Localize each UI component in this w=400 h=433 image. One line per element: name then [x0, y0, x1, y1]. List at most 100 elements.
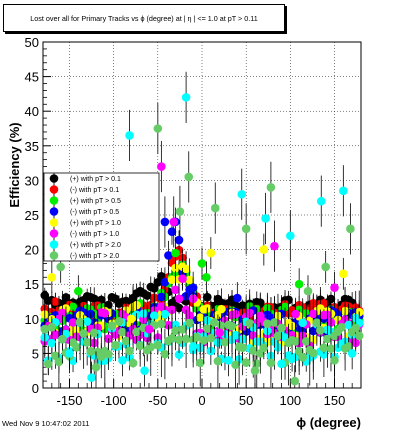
data-point [344, 342, 353, 351]
legend-marker [49, 196, 59, 205]
data-point [210, 318, 219, 327]
outlier-group [144, 140, 339, 349]
y-tick-label: 45 [25, 70, 39, 85]
data-point [263, 319, 272, 329]
data-point [82, 338, 92, 347]
data-point [171, 285, 180, 295]
data-point [330, 356, 339, 365]
data-point [227, 321, 237, 331]
data-point [171, 248, 180, 258]
data-point [248, 346, 258, 355]
legend-marker [49, 174, 59, 183]
data-point [51, 330, 60, 339]
outlier-group [65, 71, 357, 388]
data-point [266, 183, 276, 192]
data-point [290, 376, 300, 386]
data-point [237, 189, 247, 199]
data-point [157, 292, 166, 302]
data-point [347, 349, 357, 358]
data-point [298, 352, 308, 362]
data-point [319, 343, 329, 352]
data-point [316, 325, 325, 335]
data-point [125, 131, 134, 140]
data-point [245, 319, 254, 328]
axis-ticks [42, 41, 362, 389]
legend-entry: (-) with pT > 1.0 [70, 231, 119, 238]
data-point [40, 324, 50, 334]
data-point [75, 317, 85, 327]
data-point [174, 350, 184, 359]
legend-marker [49, 229, 59, 238]
tick-labels: 0 5 10 15 20 25 30 35 40 45 50 -150 -100 -50 0 50 100 150 [25, 35, 346, 408]
y-axis-title: Efficiency (%) [7, 122, 22, 207]
data-point [213, 356, 223, 366]
data-point [167, 333, 177, 343]
data-markers [40, 71, 364, 388]
data-point [135, 341, 145, 351]
legend-marker [49, 185, 59, 194]
data-point [160, 309, 170, 319]
data-point [167, 227, 177, 237]
data-point [181, 93, 191, 102]
data-point [298, 318, 308, 328]
legend-marker [49, 218, 59, 227]
data-point [150, 311, 159, 321]
data-point [184, 172, 194, 182]
data-point [153, 124, 163, 133]
x-axis-title: ϕ (degree) [296, 415, 361, 430]
data-point [111, 340, 120, 350]
data-point [72, 343, 81, 352]
data-point [199, 336, 209, 345]
x-tick-label: -50 [148, 393, 167, 408]
legend-entry: (+) with pT > 2.0 [70, 242, 121, 249]
data-point [233, 293, 242, 303]
series-group [40, 293, 364, 388]
legend-box [43, 172, 160, 262]
data-point [319, 350, 329, 359]
data-point [160, 277, 170, 287]
data-point [294, 279, 304, 289]
legend-marker [49, 251, 59, 260]
data-point [153, 340, 163, 350]
y-tick-label: 20 [25, 243, 39, 258]
timestamp: Wed Nov 9 10:47:02 2011 [2, 419, 90, 428]
data-point [167, 275, 177, 284]
data-point [277, 359, 286, 369]
chart-title: Lost over all for Primary Tracks vs ϕ (d… [3, 4, 285, 32]
data-point [309, 348, 318, 358]
data-point [224, 356, 233, 365]
data-point [238, 343, 247, 353]
data-point [192, 332, 201, 342]
data-point [286, 231, 295, 241]
data-point [250, 366, 260, 376]
data-point [321, 262, 330, 272]
data-point [280, 302, 290, 312]
data-point [121, 336, 131, 346]
data-point [326, 344, 336, 353]
data-point [181, 334, 191, 344]
legend-entry: (-) with pT > 0.1 [70, 187, 119, 194]
data-point [301, 337, 311, 346]
data-point [185, 275, 194, 285]
data-point [140, 366, 149, 376]
data-point [142, 291, 152, 300]
data-point [169, 217, 179, 227]
data-point [181, 264, 191, 274]
data-point [346, 224, 355, 234]
data-point [68, 318, 78, 327]
y-tick-label: 25 [25, 208, 39, 223]
data-point [144, 324, 154, 334]
data-point [291, 337, 300, 346]
data-point [44, 359, 53, 369]
data-point [270, 241, 279, 251]
data-point [118, 327, 127, 337]
outlier-group [56, 102, 355, 388]
data-point [125, 346, 134, 356]
data-point [354, 331, 364, 341]
data-point [178, 274, 187, 283]
data-point [132, 327, 141, 337]
data-point [206, 248, 216, 258]
data-point [316, 196, 326, 206]
data-point [339, 269, 348, 279]
data-point [89, 328, 99, 338]
